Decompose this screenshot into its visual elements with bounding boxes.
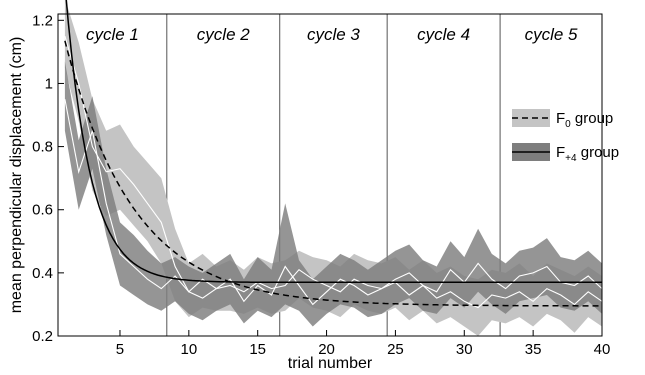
legend-label-f4: F+4 group <box>556 144 619 164</box>
y-tick-label: 1.2 <box>32 12 53 29</box>
x-axis-ticks: 5 10 15 20 25 30 35 40 <box>116 330 611 358</box>
legend-swatch-f0 <box>512 109 550 127</box>
cycle-label-5: cycle 5 <box>525 25 578 44</box>
band-f4 <box>64 61 602 327</box>
fit-line-f0 <box>64 40 602 307</box>
y-tick-label: 0.2 <box>32 328 53 345</box>
legend-label-f0: F0 group <box>556 110 613 130</box>
cycle-labels: cycle 1 cycle 2 cycle 3 cycle 4 cycle 5 <box>86 25 578 44</box>
mean-line-f0 <box>64 35 603 309</box>
y-tick-label: 1 <box>45 75 53 92</box>
y-tick-label: 0.4 <box>32 265 53 282</box>
variability-bands <box>64 0 602 336</box>
x-tick-label: 35 <box>525 341 542 358</box>
x-tick-label: 25 <box>387 341 404 358</box>
x-tick-label: 20 <box>318 341 335 358</box>
axes-frame <box>57 13 603 337</box>
fit-lines <box>64 0 602 307</box>
y-tick-label: 0.6 <box>32 202 53 219</box>
y-axis-ticks: 0.2 0.4 0.6 0.8 1 1.2 <box>32 12 64 345</box>
cycle-label-4: cycle 4 <box>417 25 470 44</box>
x-tick-label: 15 <box>249 341 266 358</box>
x-tick-label: 5 <box>116 341 124 358</box>
y-axis-title: mean perpendicular displacement (cm) <box>8 37 25 314</box>
cycle-label-1: cycle 1 <box>86 25 139 44</box>
x-tick-label: 40 <box>594 341 611 358</box>
fit-line-f4 <box>65 0 602 284</box>
legend: F0 group F+4 group <box>512 109 619 164</box>
x-tick-label: 10 <box>180 341 197 358</box>
y-tick-label: 0.8 <box>32 139 53 156</box>
x-axis-title: trial number <box>288 355 373 372</box>
x-tick-label: 30 <box>456 341 473 358</box>
plot-area: cycle 1 cycle 2 cycle 3 cycle 4 cycle 5 <box>57 0 603 337</box>
cycle-label-3: cycle 3 <box>307 25 360 44</box>
cycle-label-2: cycle 2 <box>197 25 250 44</box>
